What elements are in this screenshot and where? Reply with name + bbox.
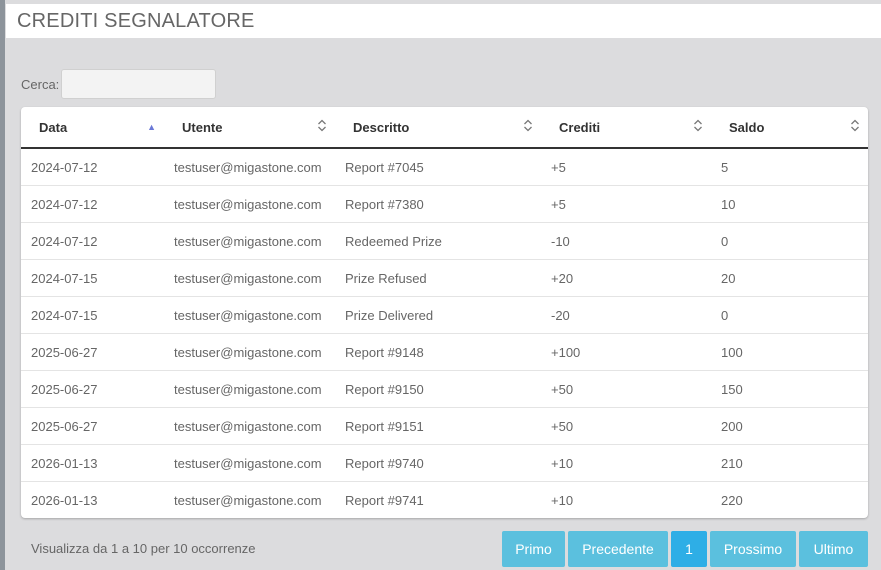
table-row: 2025-06-27 testuser@migastone.com Report… <box>21 407 868 445</box>
column-header-label: Saldo <box>729 119 765 135</box>
cell-descritto: Prize Delivered <box>335 296 541 334</box>
column-header-label: Data <box>39 119 68 135</box>
cell-utente: testuser@migastone.com <box>164 296 335 334</box>
cell-data: 2024-07-12 <box>21 185 164 223</box>
table-row: 2026-01-13 testuser@migastone.com Report… <box>21 444 868 482</box>
cell-data: 2024-07-15 <box>21 296 164 334</box>
cell-crediti: +50 <box>541 407 711 445</box>
page-1-button[interactable]: 1 <box>671 531 707 567</box>
table-header-row: Data ▲ Utente Descritto Crediti <box>21 107 868 149</box>
cell-descritto: Report #7380 <box>335 185 541 223</box>
pagination: Primo Precedente 1 Prossimo Ultimo <box>502 531 868 567</box>
next-page-button[interactable]: Prossimo <box>710 531 796 567</box>
cell-data: 2026-01-13 <box>21 444 164 482</box>
cell-saldo: 0 <box>711 296 868 334</box>
cell-utente: testuser@migastone.com <box>164 407 335 445</box>
pagination-info: Visualizza da 1 a 10 per 10 occorrenze <box>31 541 256 556</box>
cell-data: 2024-07-15 <box>21 259 164 297</box>
cell-saldo: 20 <box>711 259 868 297</box>
search-label: Cerca: <box>21 76 60 92</box>
column-header-saldo[interactable]: Saldo <box>711 107 868 149</box>
cell-data: 2024-07-12 <box>31 159 98 175</box>
first-page-button[interactable]: Primo <box>502 531 565 567</box>
cell-descritto: Prize Refused <box>335 259 541 297</box>
cell-descritto: Report #9741 <box>335 481 541 518</box>
cell-utente: testuser@migastone.com <box>164 333 335 371</box>
column-header-label: Crediti <box>559 119 601 135</box>
cell-saldo: 5 <box>721 159 729 175</box>
window-left-border <box>0 0 5 570</box>
column-header-utente[interactable]: Utente <box>164 107 335 149</box>
table-row: 2025-06-27 testuser@migastone.com Report… <box>21 333 868 371</box>
table-footer: Visualizza da 1 a 10 per 10 occorrenze P… <box>21 531 868 567</box>
cell-saldo: 0 <box>711 222 868 260</box>
table-row: 2025-06-27 testuser@migastone.com Report… <box>21 370 868 408</box>
cell-crediti: +10 <box>541 481 711 518</box>
cell-data: 2026-01-13 <box>21 481 164 518</box>
cell-saldo: 10 <box>711 185 868 223</box>
cell-data: 2024-07-12 <box>21 222 164 260</box>
credits-table: Data ▲ Utente Descritto Crediti <box>21 107 868 518</box>
column-header-label: Descritto <box>353 119 410 135</box>
cell-utente: testuser@migastone.com <box>164 185 335 223</box>
cell-descritto: Report #7045 <box>345 159 424 175</box>
cell-utente: testuser@migastone.com <box>164 444 335 482</box>
cell-data: 2025-06-27 <box>21 333 164 371</box>
table-row: 2024-07-15 testuser@migastone.com Prize … <box>21 259 868 297</box>
cell-saldo: 100 <box>711 333 868 371</box>
previous-page-button[interactable]: Precedente <box>568 531 668 567</box>
table-row: 2024-07-12 testuser@migastone.com Redeem… <box>21 222 868 260</box>
table-row: 2024-07-12 testuser@migastone.com Report… <box>21 185 868 223</box>
page-title: CREDITI SEGNALATORE <box>17 10 255 32</box>
cell-crediti: +5 <box>551 159 566 175</box>
window-top-border <box>5 0 881 4</box>
cell-crediti: +5 <box>541 185 711 223</box>
column-header-data[interactable]: Data ▲ <box>21 107 164 149</box>
cell-descritto: Redeemed Prize <box>335 222 541 260</box>
cell-data: 2025-06-27 <box>21 370 164 408</box>
cell-crediti: +100 <box>541 333 711 371</box>
cell-utente: testuser@migastone.com <box>174 159 322 175</box>
sort-both-icon <box>850 119 860 135</box>
table-row: 2024-07-15 testuser@migastone.com Prize … <box>21 296 868 334</box>
cell-data: 2025-06-27 <box>21 407 164 445</box>
cell-descritto: Report #9148 <box>335 333 541 371</box>
cell-utente: testuser@migastone.com <box>164 481 335 518</box>
last-page-button[interactable]: Ultimo <box>799 531 868 567</box>
cell-crediti: +10 <box>541 444 711 482</box>
column-header-descritto[interactable]: Descritto <box>335 107 541 149</box>
cell-crediti: -10 <box>541 222 711 260</box>
table-body: 2024-07-12 testuser@migastone.com Report… <box>21 148 868 518</box>
cell-saldo: 210 <box>711 444 868 482</box>
cell-utente: testuser@migastone.com <box>164 222 335 260</box>
table-row: 2024-07-12 testuser@migastone.com Report… <box>21 148 868 186</box>
cell-crediti: -20 <box>541 296 711 334</box>
cell-descritto: Report #9151 <box>335 407 541 445</box>
search-input[interactable] <box>61 69 217 99</box>
cell-crediti: +50 <box>541 370 711 408</box>
cell-descritto: Report #9740 <box>335 444 541 482</box>
cell-saldo: 150 <box>711 370 868 408</box>
search-area: Cerca: <box>21 68 217 100</box>
title-bar: CREDITI SEGNALATORE <box>6 4 881 38</box>
table-row: 2026-01-13 testuser@migastone.com Report… <box>21 481 868 518</box>
credits-table-container: Data ▲ Utente Descritto Crediti <box>21 107 868 518</box>
cell-crediti: +20 <box>541 259 711 297</box>
sort-ascending-icon: ▲ <box>147 122 156 132</box>
cell-descritto: Report #9150 <box>335 370 541 408</box>
cell-saldo: 200 <box>711 407 868 445</box>
cell-saldo: 220 <box>711 481 868 518</box>
sort-both-icon <box>693 119 703 135</box>
cell-utente: testuser@migastone.com <box>164 370 335 408</box>
sort-both-icon <box>523 119 533 135</box>
column-header-crediti[interactable]: Crediti <box>541 107 711 149</box>
cell-utente: testuser@migastone.com <box>164 259 335 297</box>
column-header-label: Utente <box>182 119 223 135</box>
sort-both-icon <box>317 119 327 135</box>
